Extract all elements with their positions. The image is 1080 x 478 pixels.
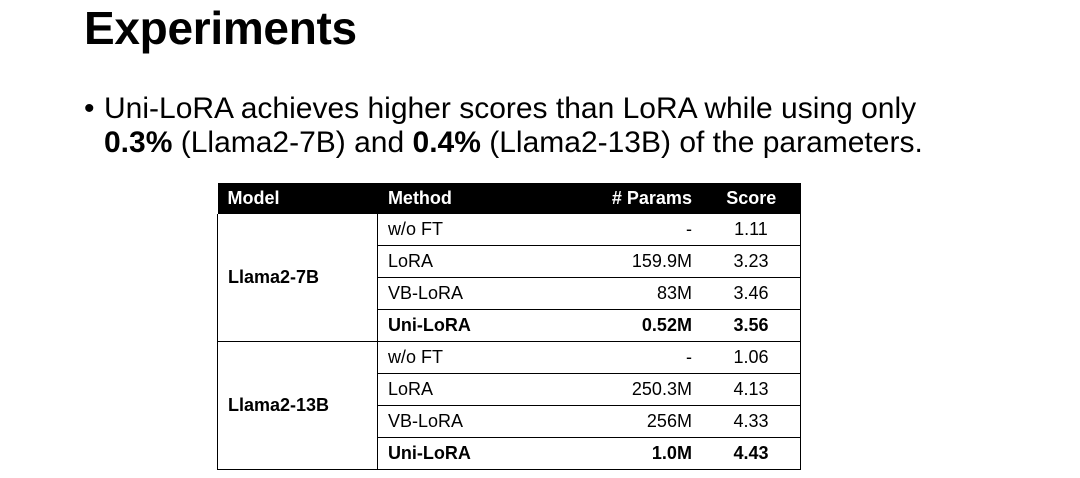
bullet-text-7b: (Llama2-7B) and (172, 126, 413, 159)
table-row: LoRA 159.9M 3.23 (218, 245, 801, 278)
params-cell: - (562, 341, 702, 374)
params-cell: - (562, 214, 702, 246)
table-header-row: Model Method # Params Score (217, 183, 801, 214)
table-row: Llama2-7B w/o FT - 1.11 (217, 214, 801, 342)
score-cell: 3.56 (701, 309, 801, 342)
table-row: LoRA 250.3M 4.13 (218, 373, 801, 406)
header-score: Score (701, 183, 801, 214)
bullet-point: • Uni-LoRA achieves higher scores than L… (84, 92, 1044, 160)
params-cell: 1.0M (562, 437, 702, 470)
bullet-percent-7b: 0.3% (104, 126, 173, 159)
method-cell: w/o FT (377, 341, 563, 374)
params-cell: 159.9M (562, 245, 702, 278)
model-cell-llama2-13b: Llama2-13B (217, 341, 378, 470)
table-row-highlight: Uni-LoRA 0.52M 3.56 (218, 309, 801, 342)
results-table: Model Method # Params Score Llama2-7B w/… (217, 183, 801, 470)
params-cell: 83M (562, 277, 702, 310)
bullet-text-13b: (Llama2-13B) of the parameters. (480, 126, 923, 159)
table-row-highlight: Uni-LoRA 1.0M 4.43 (218, 437, 801, 470)
method-cell: Uni-LoRA (377, 437, 563, 470)
score-cell: 4.33 (701, 405, 801, 438)
bullet-line-1: • Uni-LoRA achieves higher scores than L… (84, 92, 1044, 126)
score-cell: 3.46 (701, 277, 801, 310)
params-cell: 250.3M (562, 373, 702, 406)
score-cell: 3.23 (701, 245, 801, 278)
score-cell: 4.43 (701, 437, 801, 470)
method-cell: VB-LoRA (377, 405, 563, 438)
params-cell: 256M (562, 405, 702, 438)
table-row: VB-LoRA 256M 4.33 (218, 405, 801, 438)
bullet-percent-13b: 0.4% (412, 126, 481, 159)
bullet-text-line1: Uni-LoRA achieves higher scores than LoR… (104, 92, 917, 125)
header-method: Method (377, 183, 563, 214)
method-cell: Uni-LoRA (377, 309, 563, 342)
table-row: Llama2-13B w/o FT - 1.06 (217, 341, 801, 470)
header-params: # Params (562, 183, 702, 214)
method-cell: VB-LoRA (377, 277, 563, 310)
bullet-line-2: 0.3% (Llama2-7B) and 0.4% (Llama2-13B) o… (84, 126, 1044, 160)
header-model: Model (217, 183, 378, 214)
score-cell: 1.11 (701, 214, 801, 246)
bullet-dot-icon: • (84, 92, 95, 125)
params-cell: 0.52M (562, 309, 702, 342)
score-cell: 1.06 (701, 341, 801, 374)
score-cell: 4.13 (701, 373, 801, 406)
method-cell: LoRA (377, 373, 563, 406)
method-cell: LoRA (377, 245, 563, 278)
slide-title: Experiments (84, 2, 357, 54)
model-cell-llama2-7b: Llama2-7B (217, 214, 378, 342)
method-cell: w/o FT (377, 214, 563, 246)
table-row: VB-LoRA 83M 3.46 (218, 277, 801, 310)
